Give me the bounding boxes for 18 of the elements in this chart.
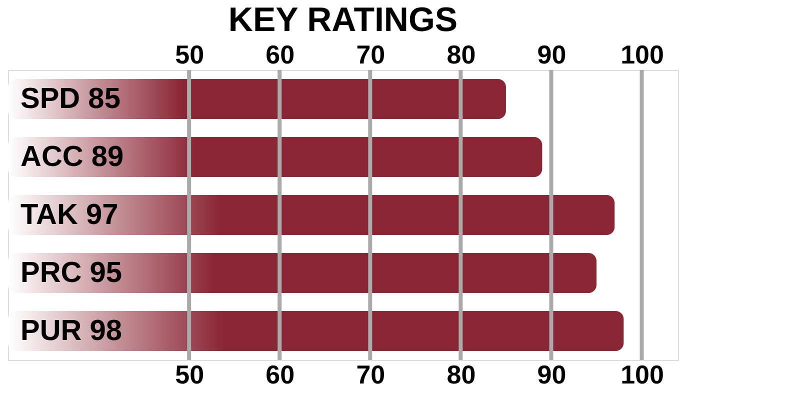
y-tick-label: SPD 85	[20, 83, 120, 115]
x2-tick-label: 60	[266, 40, 295, 70]
x2-tick-label: 50	[175, 40, 204, 70]
x2-tick-label: 90	[537, 40, 566, 70]
x2-tick-label: 100	[620, 40, 664, 70]
x-tick-label: 100	[620, 360, 664, 390]
x-tick-label: 90	[537, 360, 566, 390]
x2-tick-label: 80	[446, 40, 476, 70]
y-tick-label: ACC 89	[20, 141, 124, 173]
x-tick-label: 70	[356, 360, 386, 390]
chart-title: KEY RATINGS	[228, 1, 458, 39]
x-tick-label: 60	[266, 360, 295, 390]
y-tick-label: PUR 98	[20, 315, 122, 347]
x2-tick-label: 70	[356, 40, 386, 70]
x-tick-label: 80	[446, 360, 476, 390]
x-tick-label: 50	[175, 360, 204, 390]
y-tick-label: PRC 95	[20, 257, 122, 289]
y-tick-label: TAK 97	[20, 199, 118, 231]
